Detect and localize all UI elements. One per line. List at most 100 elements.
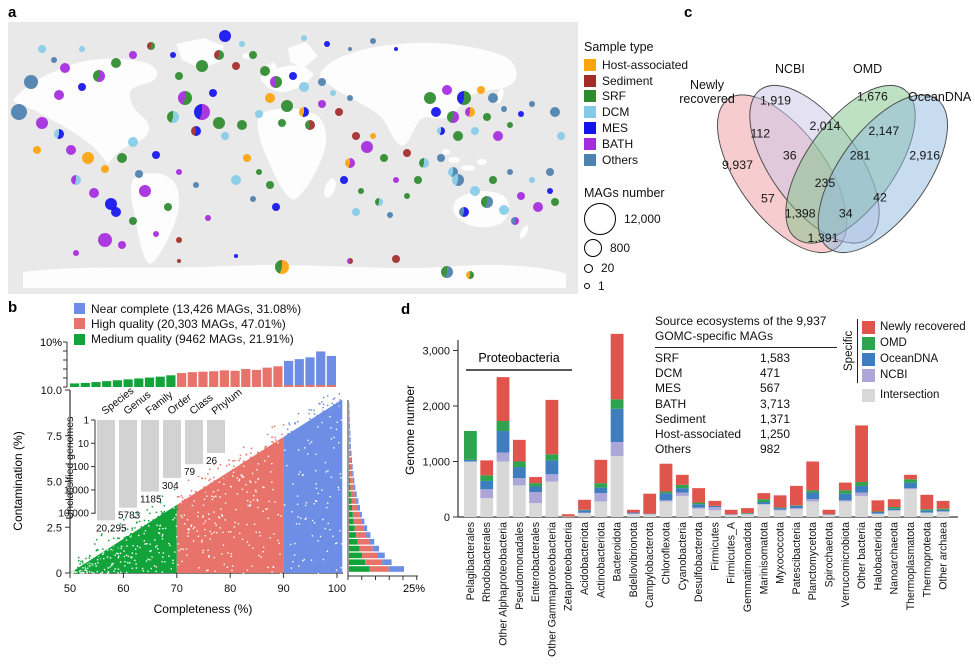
- quality-legend-swatch: [74, 318, 85, 330]
- scatter-fringe-dot: [303, 428, 305, 430]
- scatter-speckle: [333, 436, 335, 439]
- taxa-bar-segment: [529, 486, 542, 493]
- taxa-bar-segment: [480, 480, 494, 490]
- y-tick-label: 10.0: [41, 385, 62, 397]
- scatter-fringe-dot: [146, 509, 148, 511]
- map-bubble: [73, 250, 80, 257]
- scatter-speckle: [211, 533, 213, 535]
- map-bubble: [269, 75, 282, 88]
- map-bubble: [236, 120, 247, 131]
- taxa-legend-row: OceanDNA: [862, 351, 966, 367]
- scatter-speckle: [95, 565, 97, 567]
- sample-type-legend-row: MES: [584, 120, 699, 136]
- scatter-fringe-dot: [281, 433, 283, 436]
- scatter-speckle: [247, 504, 249, 507]
- scatter-fringe-dot: [266, 433, 269, 436]
- scatter-fringe-dot: [77, 566, 79, 569]
- scatter-speckle: [304, 447, 306, 449]
- scatter-speckle: [242, 572, 245, 575]
- scatter-fringe-dot: [90, 564, 93, 566]
- map-bubble: [54, 90, 65, 101]
- scatter-speckle: [101, 571, 104, 574]
- scatter-fringe-dot: [291, 433, 293, 436]
- taxa-legend-row: Intersection: [862, 387, 966, 403]
- island-new-zealand: [519, 225, 529, 239]
- scatter-speckle: [217, 489, 219, 492]
- scatter-fringe-dot: [126, 541, 128, 543]
- inset-bar: [207, 420, 225, 453]
- scatter-fringe-dot: [136, 532, 138, 535]
- scatter-speckle: [204, 520, 207, 522]
- scatter-fringe-dot: [247, 464, 250, 466]
- scatter-speckle: [219, 527, 221, 529]
- scatter-speckle: [262, 486, 264, 488]
- scatter-speckle: [206, 495, 208, 497]
- scatter-speckle: [125, 571, 128, 574]
- scatter-speckle: [185, 548, 188, 550]
- scatter-speckle: [102, 553, 104, 555]
- scatter-fringe-dot: [250, 452, 252, 454]
- scatter-fringe-dot: [85, 565, 88, 567]
- right-hist-segment: [349, 437, 351, 443]
- scatter-region-high: [176, 436, 284, 573]
- taxa-legend: Specific Newly recovered OMD OceanDNA NCBI I…: [843, 319, 966, 403]
- scatter-speckle: [193, 526, 196, 528]
- scatter-fringe-dot: [318, 402, 320, 405]
- quality-legend-swatch: [74, 333, 85, 345]
- taxa-bar-segment: [496, 452, 510, 462]
- scatter-speckle: [113, 570, 115, 572]
- scatter-fringe-dot: [251, 457, 253, 459]
- scatter-speckle: [136, 545, 139, 547]
- right-hist-segment: [353, 484, 356, 491]
- scatter-speckle: [88, 562, 91, 564]
- right-hist-segment: [349, 457, 351, 463]
- taxa-bar-segment: [773, 495, 787, 508]
- scatter-fringe-dot: [97, 549, 99, 551]
- scatter-speckle: [207, 549, 209, 551]
- scatter-speckle: [96, 570, 98, 573]
- inset-bar-value: 5783: [118, 511, 141, 522]
- sample-type-legend-items: Host-associated Sediment SRF DCM MES BATH Othe…: [584, 57, 699, 168]
- scatter-fringe-dot: [339, 399, 341, 401]
- scatter-speckle: [269, 537, 271, 539]
- scatter-fringe-dot: [74, 569, 77, 572]
- scatter-speckle: [155, 570, 157, 573]
- scatter-speckle: [201, 539, 203, 541]
- scatter-speckle: [326, 506, 328, 509]
- map-bubble: [50, 57, 57, 64]
- sample-type-label: DCM: [602, 105, 630, 120]
- map-bubble: [271, 202, 280, 211]
- source-ecosystem-name: SRF: [655, 351, 679, 365]
- map-bubble: [88, 188, 99, 199]
- scatter-fringe-dot: [131, 527, 133, 529]
- scatter-speckle: [117, 571, 119, 574]
- taxa-bar-segment: [904, 479, 917, 483]
- scatter-fringe-dot: [180, 494, 183, 497]
- taxa-category-label: Enterobacterales: [530, 522, 542, 602]
- right-hist-segment: [349, 511, 353, 518]
- source-ecosystem-name: Host-associated: [655, 427, 742, 442]
- scatter-speckle: [335, 569, 338, 571]
- map-bubble: [471, 126, 480, 135]
- panel-a-label: a: [8, 4, 17, 21]
- taxa-category-label: Pelagibacterales: [465, 522, 477, 600]
- scatter-speckle: [319, 535, 322, 538]
- venn-count: 281: [850, 149, 871, 163]
- scatter-speckle: [149, 543, 151, 545]
- scatter-speckle: [338, 405, 340, 408]
- scatter-speckle: [103, 557, 105, 560]
- scatter-speckle: [305, 517, 307, 519]
- scatter-fringe-dot: [161, 495, 164, 497]
- scatter-speckle: [267, 517, 270, 520]
- map-bubble: [369, 133, 376, 140]
- scatter-speckle: [234, 521, 236, 524]
- scatter-fringe-dot: [193, 498, 195, 501]
- scatter-speckle: [338, 442, 340, 444]
- map-bubble: [152, 151, 161, 160]
- scatter-speckle: [214, 522, 216, 524]
- scatter-speckle: [224, 519, 226, 521]
- scatter-fringe-dot: [138, 530, 140, 532]
- continent-antarctica: [23, 264, 566, 288]
- scatter-fringe-dot: [337, 405, 339, 408]
- taxa-bar-segment: [512, 485, 526, 517]
